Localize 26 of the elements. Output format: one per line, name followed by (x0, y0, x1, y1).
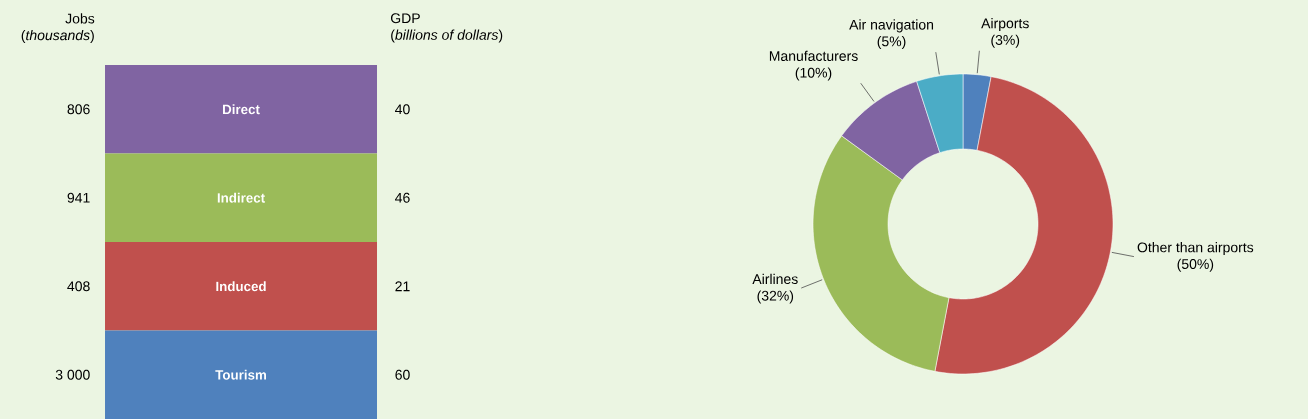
data-label: 3 000 (55, 369, 90, 380)
text: (billions of dollars) (391, 29, 503, 43)
text: (thousands) (21, 29, 94, 43)
data-label: 408 (67, 281, 90, 292)
data-label: 21 (395, 281, 410, 292)
category-label: Indirect (217, 192, 265, 203)
slice-label: Air navigation (849, 19, 934, 33)
data-label: 806 (67, 104, 90, 115)
data-label: (32%) (757, 290, 794, 304)
slice-label: Manufacturers (769, 50, 858, 61)
data-label: 40 (395, 104, 410, 115)
text: Jobs (65, 13, 95, 24)
category-label: Induced (216, 281, 266, 292)
data-label: (10%) (795, 67, 832, 81)
slice-label: Airlines (752, 273, 798, 285)
category-label: Direct (223, 104, 260, 115)
data-label: (5%) (877, 36, 906, 50)
data-label: 941 (67, 192, 90, 203)
text: GDP (390, 13, 420, 24)
category-label: Tourism (215, 369, 267, 380)
slice-label: Other than airports (1137, 242, 1254, 256)
slice-label: Airports (981, 17, 1029, 32)
data-label: 46 (395, 192, 410, 203)
data-label: 60 (395, 369, 410, 380)
data-label: (50%) (1177, 258, 1214, 272)
data-label: (3%) (991, 34, 1020, 48)
